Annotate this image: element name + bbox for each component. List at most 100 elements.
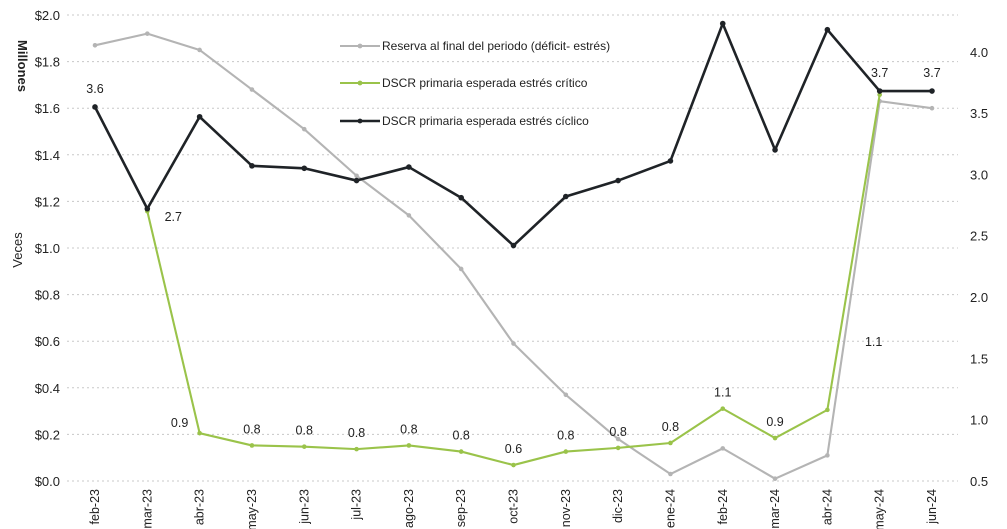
data-point — [197, 47, 202, 53]
legend-label: DSCR primaria esperada estrés crítico — [382, 76, 588, 90]
legend-label: DSCR primaria esperada estrés cíclico — [382, 114, 589, 128]
data-point — [301, 165, 308, 172]
x-tick-label: dic-23 — [611, 489, 625, 523]
x-tick-label: ago-23 — [402, 489, 416, 528]
x-tick-label: feb-23 — [88, 489, 102, 524]
right-tick-label: 3.0 — [970, 167, 988, 182]
series-layer — [92, 20, 935, 481]
left-tick-label: $0.6 — [35, 334, 60, 349]
x-tick-label: nov-23 — [559, 489, 573, 527]
left-axis-title-top: Millones — [15, 40, 30, 92]
legend-marker — [357, 80, 363, 86]
data-point — [563, 449, 569, 454]
right-tick-label: 2.0 — [970, 290, 988, 305]
data-label: 0.8 — [609, 425, 626, 439]
data-point — [667, 158, 674, 164]
data-point — [615, 436, 621, 442]
data-point — [92, 104, 98, 110]
data-point — [511, 341, 516, 346]
legend-marker — [357, 118, 363, 124]
data-point — [144, 205, 151, 212]
data-point — [720, 406, 726, 411]
data-point — [92, 42, 98, 48]
data-label: 2.7 — [165, 210, 182, 224]
data-label: 0.8 — [662, 420, 679, 434]
right-tick-label: 1.0 — [970, 413, 988, 428]
data-point — [668, 440, 673, 446]
data-point — [825, 407, 830, 413]
left-tick-label: $0.0 — [35, 474, 60, 489]
series-line — [93, 22, 932, 247]
x-axis-ticks: feb-23 mar-23 abr-23 may-23 jun-23 jul-23 ago-… — [88, 489, 939, 529]
data-point — [406, 164, 412, 170]
x-tick-label: ene-24 — [663, 489, 677, 528]
data-point — [563, 193, 569, 200]
data-point — [824, 26, 831, 33]
left-tick-label: $1.2 — [35, 194, 60, 209]
left-tick-label: $0.2 — [35, 427, 60, 442]
x-tick-label: oct-23 — [507, 489, 521, 524]
data-point — [668, 471, 673, 477]
data-point — [354, 173, 359, 179]
data-label: 0.8 — [243, 422, 260, 436]
right-tick-label: 1.5 — [970, 351, 988, 366]
data-label: 0.9 — [171, 416, 188, 430]
series-line — [146, 94, 881, 467]
data-point — [772, 147, 778, 153]
data-label: 3.7 — [871, 66, 888, 80]
left-axis-ticks: $0.0 $0.2 $0.4 $0.6 $0.8 $1.0 $1.2 $1.4 $1.6 $1.8… — [35, 8, 60, 489]
series-1 — [92, 31, 935, 481]
data-label: 0.8 — [557, 429, 574, 443]
left-tick-label: $1.0 — [35, 241, 60, 256]
right-tick-label: 2.5 — [970, 229, 988, 244]
left-axis-title: Veces — [10, 232, 25, 268]
data-point — [929, 88, 935, 94]
legend-item: Reserva al final del periodo (déficit- e… — [340, 39, 610, 53]
x-tick-label: mar-23 — [140, 489, 154, 529]
x-tick-label: abr-23 — [193, 489, 207, 525]
data-point — [301, 126, 307, 132]
legend-item: DSCR primaria esperada estrés cíclico — [340, 114, 589, 128]
left-tick-label: $0.4 — [35, 381, 60, 396]
data-point — [719, 20, 726, 27]
data-point — [511, 462, 516, 468]
data-point — [458, 266, 464, 272]
data-label: 1.1 — [714, 386, 731, 400]
data-point — [563, 392, 569, 398]
legend-item: DSCR primaria esperada estrés crítico — [340, 76, 588, 90]
data-label: 0.8 — [400, 422, 417, 436]
right-axis-ticks: 0.5 1.0 1.5 2.0 2.5 3.0 3.5 4.0 — [970, 45, 988, 489]
data-point — [197, 430, 202, 436]
right-tick-label: 4.0 — [970, 45, 988, 60]
data-point — [720, 446, 726, 451]
legend: Reserva al final del periodo (déficit- e… — [340, 39, 610, 128]
data-point — [406, 213, 412, 218]
right-tick-label: 0.5 — [970, 474, 988, 489]
data-point — [458, 194, 464, 201]
x-tick-label: jul-23 — [350, 489, 364, 521]
data-point — [301, 444, 307, 449]
series-2 — [145, 92, 882, 468]
data-point — [615, 445, 621, 451]
data-point — [354, 446, 359, 452]
x-tick-label: jun-23 — [297, 489, 311, 525]
data-point — [825, 453, 830, 458]
x-tick-label: feb-24 — [716, 489, 730, 524]
data-label: 0.9 — [766, 415, 783, 429]
data-label: 0.8 — [296, 424, 313, 438]
left-tick-label: $1.4 — [35, 148, 60, 163]
x-tick-label: mar-24 — [768, 489, 782, 529]
data-point — [249, 87, 255, 92]
left-tick-label: $1.8 — [35, 55, 60, 70]
x-tick-label: abr-24 — [820, 489, 834, 525]
x-tick-label: may-23 — [245, 489, 259, 529]
x-tick-label: sep-23 — [454, 489, 468, 527]
data-point — [353, 177, 360, 184]
data-point — [458, 449, 464, 454]
data-label: 0.8 — [348, 426, 365, 440]
series-line — [94, 32, 933, 480]
data-point — [145, 31, 150, 36]
data-point — [876, 88, 883, 94]
